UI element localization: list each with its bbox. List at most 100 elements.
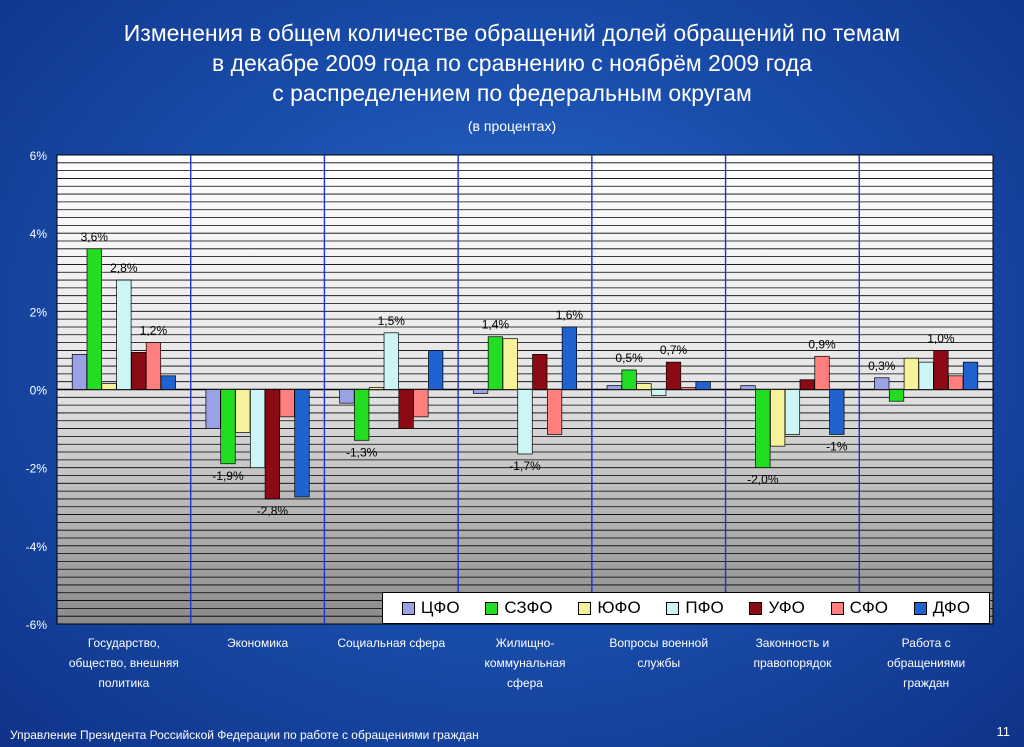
bar-цфо <box>205 389 221 429</box>
title-line-3: с распределением по федеральным округам <box>272 80 752 106</box>
bar-сфо <box>413 389 429 418</box>
bar-уфо <box>532 353 548 390</box>
bar-юфо <box>636 383 652 390</box>
bar-дфо <box>829 389 845 435</box>
bar-цфо <box>874 377 890 390</box>
bar-уфо <box>799 379 815 390</box>
x-tick-label: Социальная сфера <box>337 636 445 650</box>
data-label: -1% <box>826 439 848 453</box>
legend-label: ПФО <box>685 598 724 617</box>
bar-пфо <box>784 389 801 435</box>
data-label: 3,6% <box>81 230 109 244</box>
legend-label: ЦФО <box>420 598 460 617</box>
x-tick-label: граждан <box>903 676 949 690</box>
page-number: 11 <box>996 724 1011 739</box>
bar-сфо <box>279 389 295 418</box>
bar-дфо <box>160 375 176 390</box>
bar-сфо <box>546 389 563 435</box>
bar-пфо <box>918 361 934 390</box>
bar-сзфо <box>354 389 370 441</box>
legend-label: СЗФО <box>504 598 553 617</box>
legend-item: ДФО <box>913 598 971 618</box>
bar-уфо <box>264 389 280 500</box>
bar-сфо <box>145 342 162 390</box>
data-label: 0,3% <box>868 359 896 373</box>
y-tick-label: -2% <box>26 462 48 476</box>
y-tick-label: -6% <box>26 618 48 632</box>
y-tick-label: 0% <box>30 384 48 398</box>
chart-subtitle: (в процентах) <box>467 118 557 134</box>
x-tick-label: сфера <box>507 676 543 690</box>
legend-swatch <box>913 601 927 615</box>
legend-label: ДФО <box>932 598 971 617</box>
bar-сзфо <box>487 336 503 390</box>
x-tick-label: службы <box>637 656 680 670</box>
bar-пфо <box>116 279 132 390</box>
y-tick-label: 2% <box>30 305 48 319</box>
data-label: -2,8% <box>257 504 289 518</box>
bar-сзфо <box>621 369 637 390</box>
bar-дфо <box>695 381 711 390</box>
y-tick-label: 4% <box>30 227 48 241</box>
data-label: 2,8% <box>110 261 138 275</box>
bar-пфо <box>517 389 533 455</box>
bar-юфо <box>770 389 786 447</box>
bar-цфо <box>339 389 355 404</box>
data-label: -1,9% <box>212 469 244 483</box>
legend-item: ЦФО <box>401 598 460 618</box>
x-tick-label: Государство, <box>88 636 160 650</box>
data-label: -1,3% <box>346 445 378 459</box>
data-label: -2,0% <box>747 473 779 487</box>
legend-item: ЮФО <box>578 598 641 618</box>
x-tick-label: правопорядок <box>753 656 832 670</box>
data-label: 1,4% <box>482 318 510 332</box>
legend-swatch <box>401 601 415 615</box>
bar-юфо <box>101 383 117 390</box>
x-tick-label: общество, внешняя <box>69 656 179 670</box>
bar-цфо <box>606 385 622 390</box>
bar-дфо <box>561 326 578 390</box>
bar-сфо <box>948 375 964 390</box>
bar-юфо <box>502 338 518 390</box>
data-label: 0,9% <box>808 337 836 351</box>
data-label: 0,5% <box>615 351 643 365</box>
bar-дфо <box>428 350 444 390</box>
x-tick-label: Законность и <box>756 636 830 650</box>
bar-сфо <box>680 387 696 390</box>
data-label: 1,0% <box>927 331 955 345</box>
bar-уфо <box>131 352 147 390</box>
legend-item: СФО <box>830 598 889 618</box>
x-tick-label: коммунальная <box>484 656 565 670</box>
title-line-1: Изменения в общем количестве обращений д… <box>123 20 901 46</box>
x-tick-label: политика <box>98 676 149 690</box>
legend-label: СФО <box>849 598 889 617</box>
x-tick-label: Экономика <box>227 636 288 650</box>
x-tick-label: Жилищно- <box>496 636 555 650</box>
bar-юфо <box>235 389 251 433</box>
bar-юфо <box>903 357 919 390</box>
title-line-2: в декабре 2009 года по сравнению с ноябр… <box>211 50 812 76</box>
bar-юфо <box>368 387 385 390</box>
bar-цфо <box>740 385 756 390</box>
bar-сфо <box>814 355 830 390</box>
bar-уфо <box>933 350 949 390</box>
x-tick-label: Вопросы военной <box>609 636 708 650</box>
legend-swatch <box>578 601 592 615</box>
y-tick-label: -4% <box>26 540 48 554</box>
chart-legend: ЦФО СЗФО ЮФО ПФО УФО СФО ДФО <box>382 592 990 624</box>
data-label: 1,5% <box>378 314 406 328</box>
data-label: 1,2% <box>140 324 168 338</box>
bar-уфо <box>665 361 682 390</box>
bar-сзфо <box>86 248 102 390</box>
bar-сзфо <box>220 389 236 465</box>
bar-сзфо <box>888 389 905 402</box>
legend-swatch <box>749 601 763 615</box>
bar-пфо <box>651 389 667 396</box>
footer-text: Управление Президента Российской Федерац… <box>10 728 479 742</box>
bar-цфо <box>71 353 88 390</box>
legend-label: УФО <box>768 598 805 617</box>
legend-swatch <box>830 601 844 615</box>
bar-дфо <box>962 361 979 390</box>
x-tick-label: Работа с <box>902 636 951 650</box>
